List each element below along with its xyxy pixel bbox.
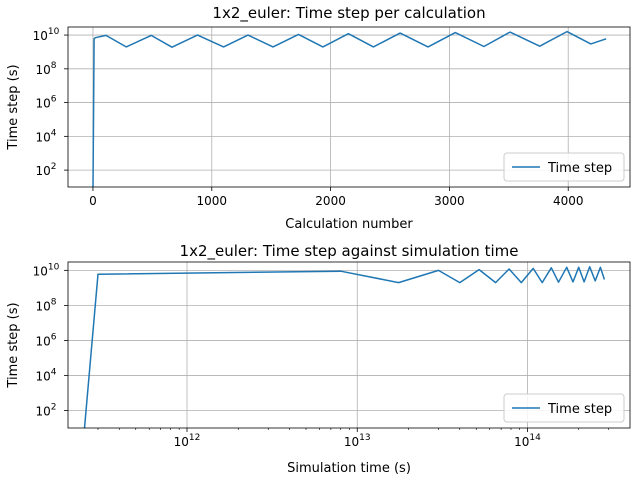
- legend-box: [503, 393, 625, 423]
- x-axis-label: Calculation number: [285, 217, 413, 232]
- y-tick-label: 1010: [33, 27, 60, 43]
- y-tick-label: 108: [35, 297, 56, 313]
- x-tick-label: 0: [89, 194, 97, 208]
- axes-frame: [67, 26, 631, 188]
- y-tick-label: 106: [35, 332, 56, 348]
- chart-title: 1x2_euler: Time step per calculation: [212, 4, 485, 23]
- y-tick-label: 106: [35, 95, 56, 111]
- y-tick-label: 1010: [33, 262, 60, 278]
- chart-bottom-panel: 1012 1013 1014 102 104 106 108 1010 1x2_euler: T…: [6, 242, 631, 476]
- axes-frame: [67, 261, 631, 429]
- x-tick-label: 4000: [553, 194, 584, 208]
- y-axis-label: Time step (s): [6, 302, 21, 388]
- legend-box: [503, 152, 625, 182]
- y-tick-label: 102: [35, 402, 56, 418]
- x-tick-label: 3000: [434, 194, 465, 208]
- legend-label: Time step: [547, 161, 612, 176]
- x-tick-label: 1014: [514, 433, 541, 449]
- series-line-time-step: [83, 266, 606, 429]
- chart-top-panel: 0 1000 2000 3000 4000 102 104 106 108 1010 1x2_eul…: [6, 4, 631, 232]
- legend: Time step: [503, 393, 625, 423]
- x-tick-label: 1013: [344, 433, 371, 449]
- x-tick-label: 1012: [174, 433, 201, 449]
- y-tick-label: 104: [35, 128, 56, 144]
- series-line-time-step: [92, 30, 607, 188]
- y-tick-label: 104: [35, 367, 56, 383]
- y-tick-label: 108: [35, 61, 56, 77]
- y-axis-label: Time step (s): [6, 64, 21, 150]
- legend: Time step: [503, 152, 625, 182]
- x-axis-label: Simulation time (s): [287, 461, 411, 476]
- x-tick-label: 2000: [315, 194, 346, 208]
- chart-title: 1x2_euler: Time step against simulation …: [180, 242, 519, 261]
- y-tick-label: 102: [35, 162, 56, 178]
- x-tick-label: 1000: [196, 194, 227, 208]
- legend-label: Time step: [547, 402, 612, 417]
